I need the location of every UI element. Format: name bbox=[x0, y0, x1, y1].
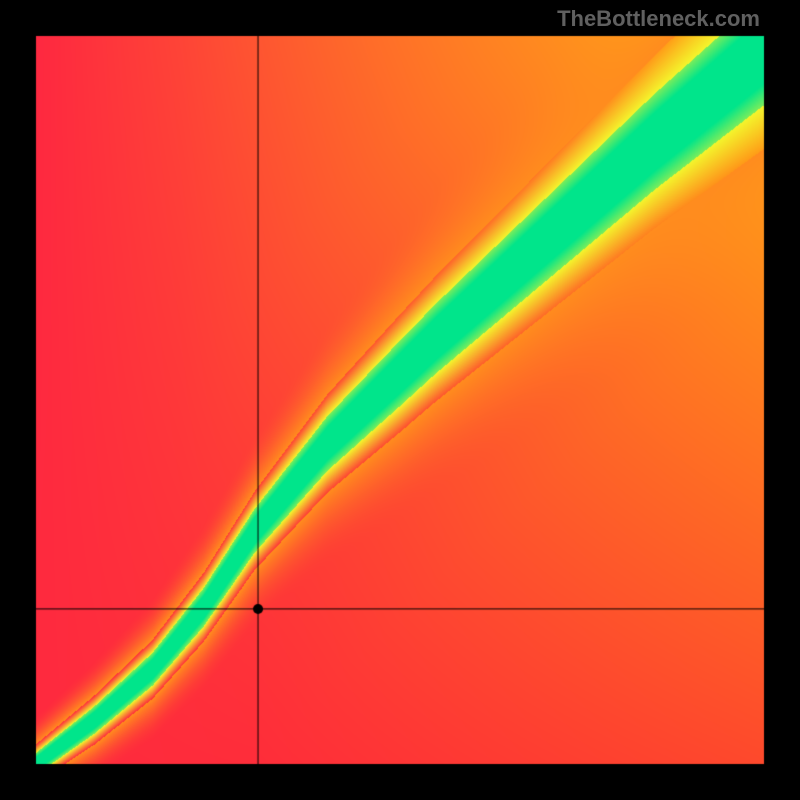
bottleneck-heatmap bbox=[0, 0, 800, 800]
watermark-text: TheBottleneck.com bbox=[557, 6, 760, 32]
chart-container: TheBottleneck.com bbox=[0, 0, 800, 800]
